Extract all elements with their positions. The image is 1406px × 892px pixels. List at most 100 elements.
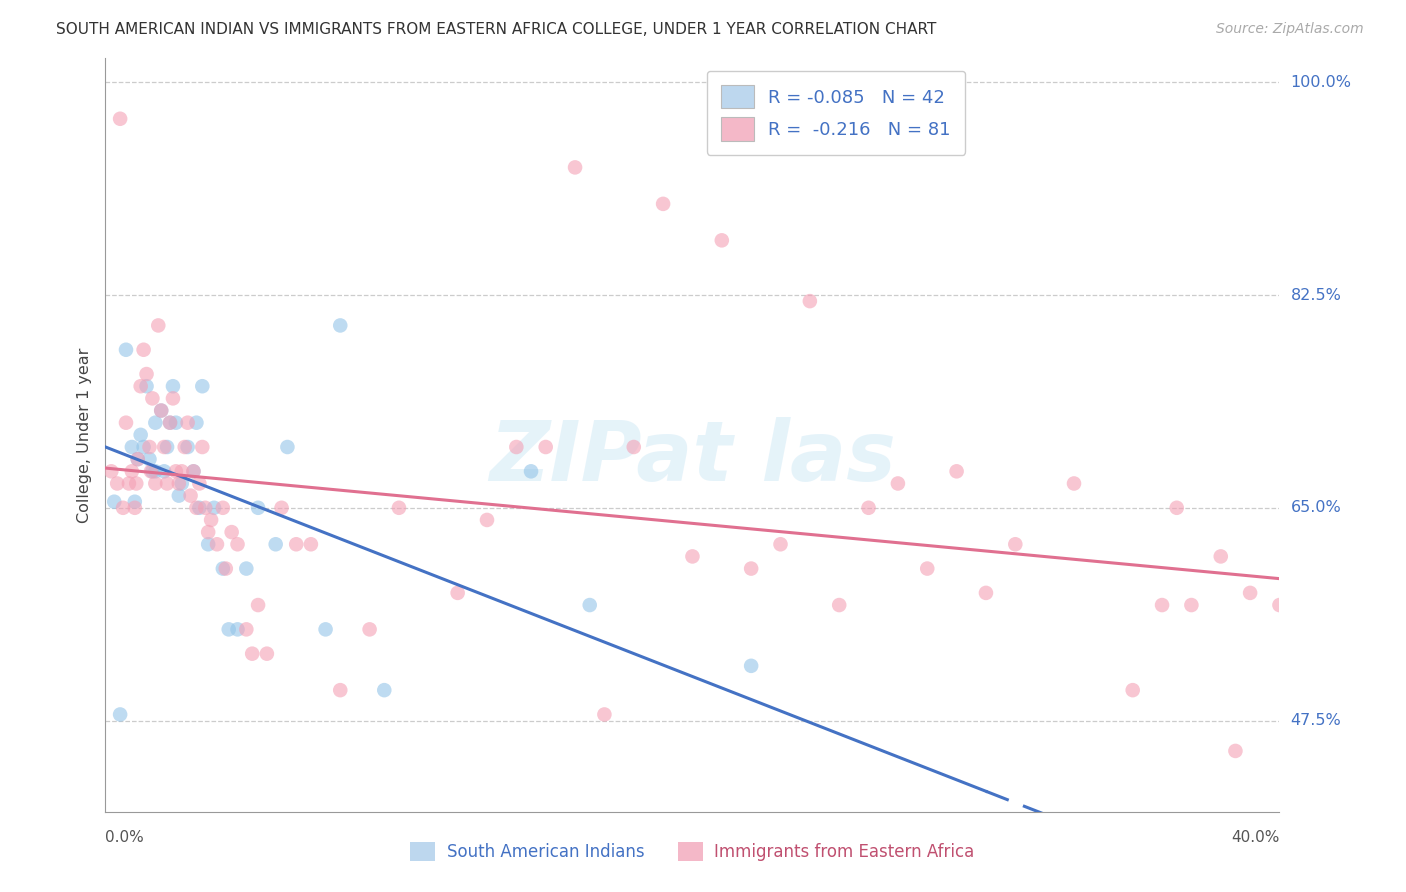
Point (240, 647, 263, 661)
Point (176, 416, 198, 430)
Point (1239, 586, 1261, 600)
Point (127, 452, 149, 467)
Point (534, 440, 557, 454)
Text: 82.5%: 82.5% (1291, 287, 1341, 302)
Point (917, 561, 939, 575)
Point (188, 500, 211, 515)
Point (124, 494, 146, 508)
Point (418, 829, 440, 843)
Point (108, 112, 131, 126)
Point (194, 500, 217, 515)
Point (150, 403, 173, 417)
Point (170, 464, 193, 478)
Point (153, 440, 176, 454)
Point (162, 392, 184, 406)
Point (183, 464, 205, 478)
Point (129, 379, 152, 393)
Point (447, 586, 470, 600)
Point (143, 416, 166, 430)
Point (285, 537, 308, 551)
Point (108, 707, 131, 722)
Point (264, 537, 287, 551)
Point (127, 452, 149, 467)
Point (156, 476, 179, 491)
Point (135, 379, 157, 393)
Point (359, 623, 381, 637)
Point (118, 476, 141, 491)
Point (828, 598, 851, 612)
Point (235, 623, 257, 637)
Point (167, 476, 190, 491)
Point (226, 537, 249, 551)
Point (186, 500, 208, 515)
Point (191, 379, 214, 393)
Text: Source: ZipAtlas.com: Source: ZipAtlas.com (1216, 22, 1364, 37)
Point (170, 476, 193, 491)
Point (115, 343, 138, 357)
Point (1150, 598, 1173, 612)
Point (740, 658, 762, 673)
Point (1225, 744, 1247, 758)
Point (299, 537, 322, 551)
Point (226, 623, 249, 637)
Point (105, 476, 128, 491)
Point (135, 367, 157, 381)
Text: 0.0%: 0.0% (105, 830, 145, 845)
Point (373, 683, 395, 698)
Point (103, 494, 125, 508)
Point (191, 440, 214, 454)
Point (197, 537, 219, 551)
Point (200, 513, 222, 527)
Text: 40.0%: 40.0% (1232, 830, 1279, 845)
Point (153, 464, 176, 478)
Point (165, 464, 187, 478)
Point (173, 440, 195, 454)
Point (769, 537, 792, 551)
Point (505, 440, 527, 454)
Text: SOUTH AMERICAN INDIAN VS IMMIGRANTS FROM EASTERN AFRICA COLLEGE, UNDER 1 YEAR CO: SOUTH AMERICAN INDIAN VS IMMIGRANTS FROM… (56, 22, 936, 37)
Point (740, 561, 762, 575)
Point (256, 647, 278, 661)
Point (652, 197, 675, 211)
Point (165, 416, 187, 430)
Point (329, 683, 352, 698)
Point (974, 586, 997, 600)
Point (247, 598, 270, 612)
Point (186, 416, 208, 430)
Point (202, 500, 225, 515)
Point (1004, 537, 1026, 551)
Point (141, 464, 163, 478)
Text: 100.0%: 100.0% (1291, 75, 1351, 90)
Point (121, 440, 143, 454)
Point (148, 318, 170, 333)
Point (162, 379, 184, 393)
Point (121, 464, 143, 478)
Point (141, 392, 163, 406)
Point (1166, 500, 1188, 515)
Point (235, 561, 257, 575)
Point (139, 464, 162, 478)
Point (211, 561, 233, 575)
Point (1063, 476, 1085, 491)
Point (623, 440, 645, 454)
Point (247, 500, 270, 515)
Point (156, 440, 179, 454)
Point (475, 513, 498, 527)
Point (681, 549, 703, 564)
Point (159, 416, 181, 430)
Point (215, 561, 238, 575)
Point (564, 161, 586, 175)
Point (159, 416, 181, 430)
Point (1180, 598, 1202, 612)
Point (799, 294, 821, 309)
Point (974, 865, 997, 880)
Point (205, 537, 228, 551)
Legend: South American Indians, Immigrants from Eastern Africa: South American Indians, Immigrants from … (404, 835, 981, 867)
Point (578, 598, 600, 612)
Point (125, 476, 148, 491)
Point (1122, 683, 1144, 698)
Point (197, 525, 219, 540)
Point (270, 500, 292, 515)
Point (221, 525, 243, 540)
Point (132, 343, 155, 357)
